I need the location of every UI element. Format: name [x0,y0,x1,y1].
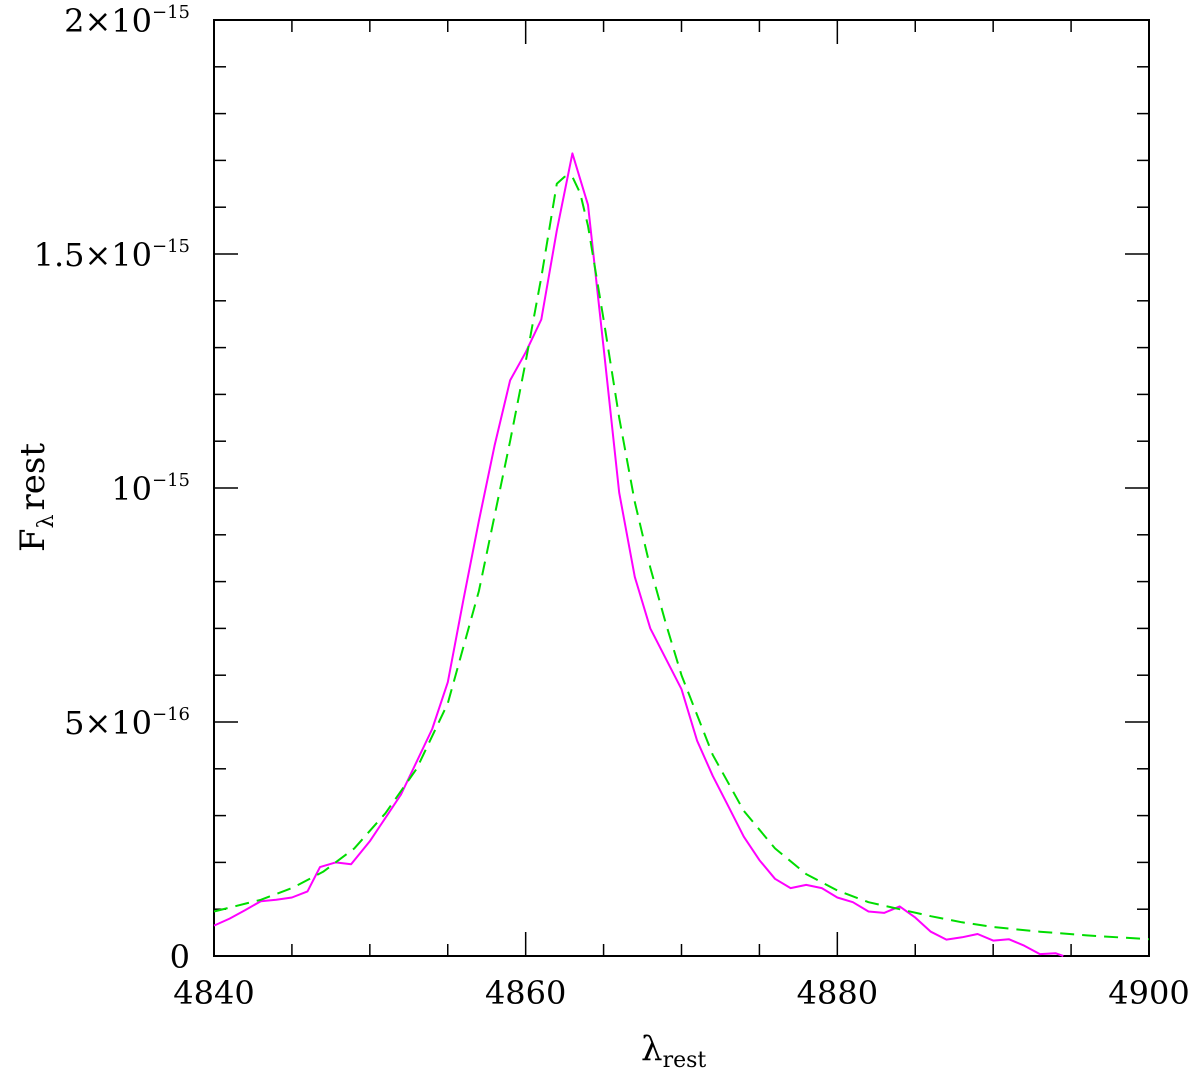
axis-ticks [213,19,1150,957]
x-axis-label: λrest [641,1029,706,1073]
x-tick-label: 4900 [1108,974,1189,1012]
x-tick-label: 4840 [173,974,254,1012]
y-tick-label: 0 [170,938,190,976]
axis-tick-labels: 4840 4860 4880 4900 0 5×10−16 10−15 1.5×10−15 2×… [34,2,1190,1012]
series-layer [213,152,1150,957]
y-tick-label: 10−15 [111,470,190,508]
x-tick-label: 4880 [797,974,878,1012]
plot-frame [213,19,1150,957]
series-line-dashed [213,175,1150,941]
y-axis-label: Fλrest [13,443,59,552]
series-line-solid [213,152,1064,957]
x-tick-label: 4860 [485,974,566,1012]
y-tick-label: 5×10−16 [64,704,190,742]
y-tick-label: 1.5×10−15 [34,236,190,274]
y-tick-label: 2×10−15 [64,2,190,40]
